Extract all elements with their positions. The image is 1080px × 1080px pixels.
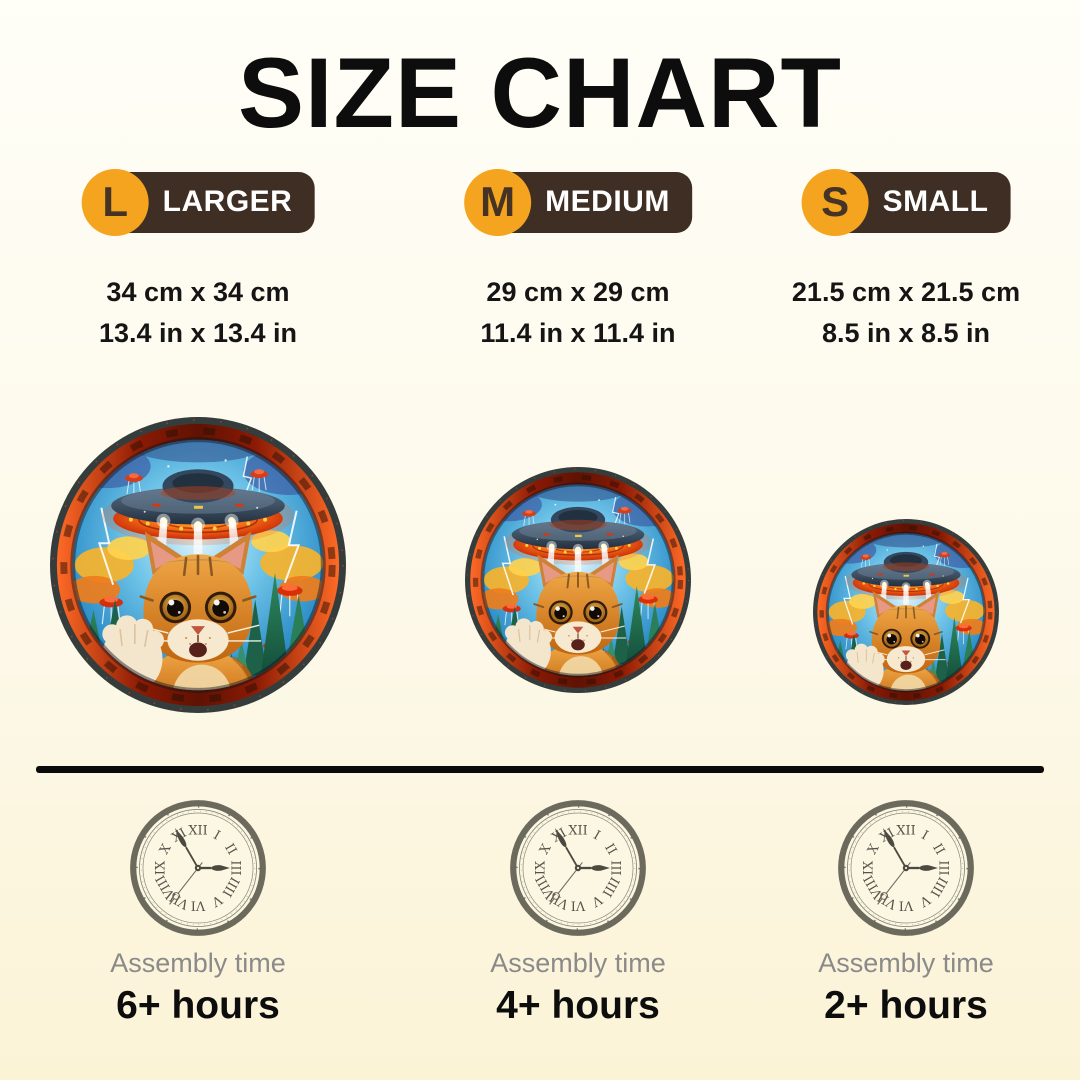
- dimension-cm: 34 cm x 34 cm: [106, 277, 290, 307]
- size-letter: M: [480, 178, 516, 225]
- size-column-medium: M MEDIUM 29 cm x 29 cm 11.4 in x 11.4 in…: [398, 0, 758, 1080]
- assembly-hours: 4+ hours: [496, 984, 660, 1027]
- size-badge-larger: L LARGER: [81, 168, 315, 236]
- dimensions: 29 cm x 29 cm 11.4 in x 11.4 in: [398, 272, 758, 354]
- size-letter-circle: S: [801, 168, 869, 236]
- size-column-larger: L LARGER 34 cm x 34 cm 13.4 in x 13.4 in…: [18, 0, 378, 1080]
- assembly-time-label: Assembly time: [818, 948, 994, 978]
- assembly-hours: 6+ hours: [116, 984, 280, 1027]
- size-letter: S: [821, 178, 850, 225]
- page-title: SIZE CHART: [238, 37, 842, 148]
- size-label: MEDIUM: [545, 185, 670, 218]
- puzzle-image-larger: [50, 417, 346, 713]
- size-letter: L: [102, 178, 128, 225]
- puzzle-image-small: [813, 519, 999, 705]
- size-letter-circle: M: [464, 168, 532, 236]
- puzzle-image-medium: [465, 467, 691, 693]
- dimensions: 21.5 cm x 21.5 cm 8.5 in x 8.5 in: [726, 272, 1080, 354]
- dimension-cm: 21.5 cm x 21.5 cm: [791, 277, 1021, 307]
- dimension-in: 13.4 in x 13.4 in: [98, 318, 298, 348]
- size-label: LARGER: [162, 185, 293, 218]
- assembly-hours: 2+ hours: [824, 984, 988, 1027]
- clock-icon: [127, 797, 269, 939]
- assembly-time-label: Assembly time: [110, 948, 286, 978]
- clock-icon: [507, 797, 649, 939]
- clock-icon: [835, 797, 977, 939]
- dimension-cm: 29 cm x 29 cm: [486, 277, 670, 307]
- assembly-time-label: Assembly time: [490, 948, 666, 978]
- size-badge-medium: M MEDIUM: [464, 168, 692, 236]
- size-letter-circle: L: [81, 168, 149, 236]
- dimension-in: 11.4 in x 11.4 in: [480, 318, 676, 348]
- size-badge-small: S SMALL: [801, 168, 1011, 236]
- dimensions: 34 cm x 34 cm 13.4 in x 13.4 in: [18, 272, 378, 354]
- size-label: SMALL: [882, 185, 989, 218]
- size-column-small: S SMALL 21.5 cm x 21.5 cm 8.5 in x 8.5 i…: [726, 0, 1080, 1080]
- section-divider: [36, 766, 1044, 773]
- dimension-in: 8.5 in x 8.5 in: [821, 318, 991, 348]
